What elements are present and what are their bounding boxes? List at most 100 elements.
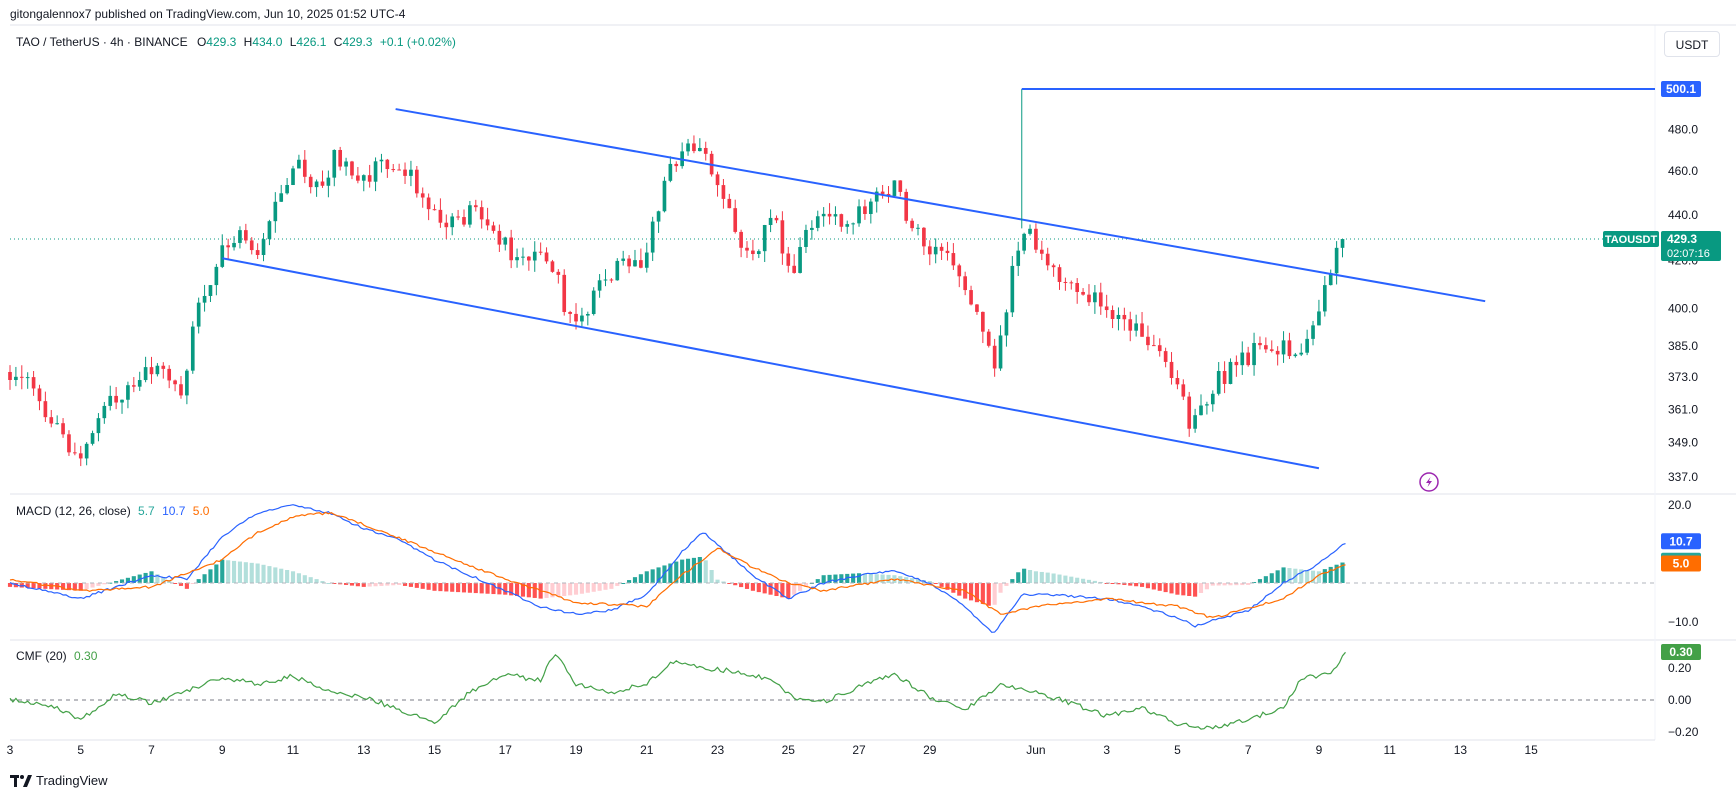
candle-body [161,365,166,369]
macd-hist-bar [1022,568,1027,583]
candle-body [308,176,313,188]
macd-hist-bar [514,583,520,596]
cmf-pane [9,651,1655,730]
time-axis-tick: Jun [1026,743,1045,757]
candle-body [90,433,95,444]
candle-body [426,197,431,210]
candle-body [114,395,118,403]
macd-hist-bar [78,583,83,591]
price-axis[interactable]: 480.0460.0440.0420.0400.0385.0373.0361.0… [1668,122,1699,739]
macd-hist-bar [1027,570,1033,583]
macd-hist-bar [208,569,213,583]
candle-body [1328,273,1333,286]
macd-hist-bar [579,583,584,594]
macd-hist-bar [1098,581,1103,583]
macd-hist-bar [974,583,980,603]
candle-body [238,230,242,243]
symbol-tag-bg [1603,231,1659,248]
candle-body [609,279,614,281]
macd-hist-bar [491,583,496,595]
time-axis[interactable]: 3 5 7 9 11 13 15 17 19 21 23 25 27 29 Jun 3 5 7 9 11 13 15 [7,743,1539,757]
candle-body [774,217,779,221]
candle-body [692,143,696,152]
macd-hist-bar [1240,583,1245,586]
candle-body [149,367,154,375]
macd-hist-bar [467,583,472,593]
macd-hist-bar [1198,583,1204,593]
tradingview-logo[interactable]: TradingView [10,773,108,788]
currency-button[interactable]: USDT [1664,31,1720,57]
candle-body [267,221,272,240]
macd-hist-bar [373,583,378,587]
time-axis-tick: 17 [499,743,513,757]
macd-hist-bar [273,567,278,583]
macd-hist-bar [1210,583,1215,586]
candle-body [214,266,219,286]
macd-legend-macd-value: 10.7 [162,504,186,518]
candle-body [1181,384,1186,397]
countdown-badge: 02:07:16 [1667,248,1710,260]
macd-hist-bar [1252,582,1257,584]
macd-hist-bar [102,583,107,585]
alert-lightning-icon[interactable] [1419,472,1439,492]
macd-hist-bar [1045,572,1050,583]
candle-body [8,371,12,380]
macd-hist-bar [792,583,797,595]
symbol-tag: TAOUSDT [1605,234,1658,246]
candle-body [544,252,549,262]
candle-body [320,181,325,186]
candle-body [1334,247,1339,274]
channel-lower-trendline[interactable] [222,257,1320,470]
macd-value-badge: 10.7 [1669,534,1693,548]
candle-body [1063,281,1068,283]
candle-body [367,175,372,182]
candle-body [473,205,478,208]
macd-hist-bar [509,583,514,596]
macd-hist-bar [986,583,991,606]
candle-body [1010,265,1015,313]
macd-hist-bar [939,583,944,587]
macd-hist-bar [803,583,809,587]
candle-body [37,388,42,402]
channel-upper-trendline[interactable] [395,108,1486,303]
macd-hist-bar [497,583,502,595]
macd-hist-bar [414,583,419,588]
candle-body [768,217,773,226]
macd-hist-bar [267,566,272,583]
macd-hist-bar [992,583,997,605]
time-axis-tick: 7 [1245,743,1252,757]
candle-body [998,335,1003,369]
candle-body [84,443,89,459]
candle-body [815,216,820,228]
candle-body [226,245,230,248]
candle-body [1311,325,1315,339]
macd-hist-bar [178,583,184,586]
macd-hist-bar [739,583,744,588]
macd-hist-bar [526,583,531,598]
macd-hist-bar [1016,572,1021,583]
macd-hist-bar [1122,583,1127,585]
candle-body [220,245,225,267]
candle-body [491,225,496,231]
macd-hist-bar [385,583,390,586]
candle-body [538,251,543,253]
macd-hist-bar [1033,571,1038,583]
candle-body [479,207,484,220]
symbol-label[interactable]: TAO / TetherUS · 4h · BINANCE [16,35,188,49]
candle-body [1157,345,1162,352]
candle-body [232,242,236,248]
macd-legend-label[interactable]: MACD (12, 26, close) [16,504,131,518]
macd-hist-bar [131,576,136,583]
candle-body [668,163,673,181]
candle-body [1087,294,1091,303]
cmf-legend-label[interactable]: CMF (20) [16,649,67,663]
candle-body [279,193,284,202]
candle-body [1216,370,1221,394]
time-axis-tick: 19 [569,743,583,757]
macd-hist-bar [727,583,732,584]
time-axis-tick: 15 [1525,743,1539,757]
drawing-tools[interactable] [222,88,1655,470]
candle-body [1240,352,1245,366]
